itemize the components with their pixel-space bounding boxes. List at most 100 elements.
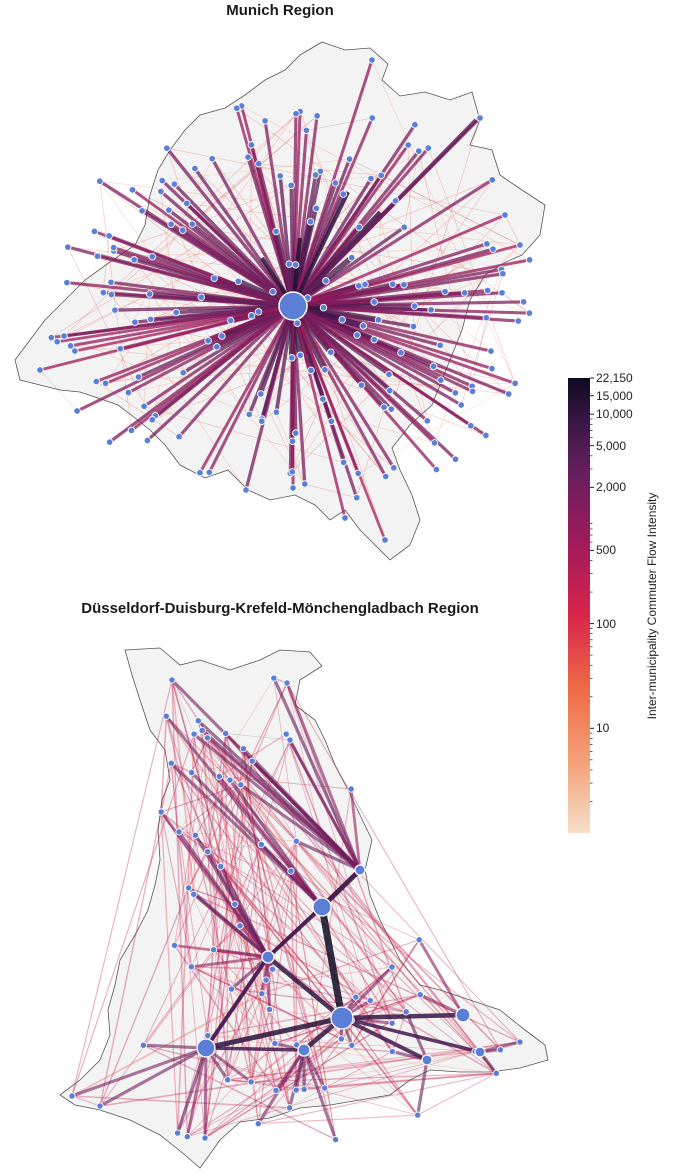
flow-line [417,1072,497,1116]
flow-line [218,775,497,1074]
flow-line [278,175,295,307]
flow-line [318,906,346,1019]
munich-map-title: Munich Region [226,2,334,19]
flow-line [241,105,530,261]
flow-line [143,293,150,407]
flow-line [291,305,387,541]
municipality-node [36,366,44,374]
municipality-node [302,126,311,135]
flow-line [201,729,407,1013]
municipality-node [245,410,254,419]
hub-node [297,1043,311,1057]
flow-line [504,214,521,246]
flow-line [349,158,521,246]
municipality-node [196,468,204,477]
municipality-node [157,187,165,196]
munich-nodes [36,56,534,544]
municipality-node [415,936,423,944]
municipality-node [386,386,394,395]
colorbar-title: Inter-municipality Commuter Flow Intensi… [645,492,659,720]
flow-line [257,841,297,1124]
flow-line [350,1020,419,1116]
colorbar-tick-label: 2,000 [596,480,627,495]
flow-line [220,866,352,1021]
flow-line [146,304,295,442]
municipality-node [134,373,143,381]
municipality-node [269,287,277,296]
municipality-node [68,1092,76,1100]
flow-line [227,1079,252,1083]
flow-line [96,369,325,382]
municipality-node [397,348,405,357]
municipality-node [416,991,424,999]
municipality-node [488,364,496,373]
municipality-node [283,679,291,687]
municipality-node [516,1038,524,1046]
flow-line [177,304,295,438]
colorbar-tick-label: 5,000 [596,438,627,453]
municipality-node [388,1047,396,1056]
municipality-node [168,676,176,684]
flow-line [304,483,357,499]
colorbar-tick-label: 10,000 [596,407,633,422]
municipality-node [213,343,221,351]
flow-line [286,682,501,1051]
municipality-node [414,1111,422,1119]
flow-line [292,213,506,308]
flow-line [291,123,417,307]
flow-line [291,118,478,308]
municipality-node [107,278,115,287]
municipality-node [218,332,226,340]
municipality-node [312,204,321,213]
flow-line [143,1043,207,1050]
flow-line [290,871,336,1140]
municipality-node [352,993,360,1001]
munich-hub-node [278,291,308,321]
flow-line [275,1072,497,1092]
municipality-node [157,808,165,816]
municipality-node [390,464,398,472]
municipality-node [111,306,119,314]
municipality-node [331,179,340,187]
municipality-node [124,388,133,397]
municipality-border [171,679,195,735]
municipality-node [501,211,509,219]
colorbar-tick-label: 10 [596,721,610,736]
municipality-node [204,1031,212,1040]
flow-line [178,831,393,968]
municipality-node [257,390,265,398]
flow-line [291,304,391,392]
flow-line [381,175,521,246]
flow-line [227,870,292,1080]
flow-line [349,788,362,871]
flow-line [187,1043,276,1137]
flow-line [95,304,294,383]
municipality-node [468,387,477,396]
flow-line [99,180,317,209]
municipality-node [380,403,388,411]
municipality-node [331,1135,340,1144]
hub-node [196,1038,216,1058]
municipality-node [173,1129,182,1137]
ddkm-map-title: Düsseldorf-Duisburg-Krefeld-Mönchengladb… [81,600,479,617]
municipality-node [248,757,256,765]
municipality-node [96,177,104,185]
flow-line [225,733,326,1089]
municipality-node [127,426,136,435]
flow-line [99,763,172,1107]
municipality-node [247,141,256,149]
municipality-node [175,432,183,441]
municipality-node [496,1046,505,1054]
flow-line [198,305,295,474]
flow-line [174,944,269,959]
municipality-node [66,342,75,350]
municipality-node [276,172,284,180]
municipality-node [187,768,196,777]
flow-line [170,678,362,872]
municipality-node [457,401,465,409]
municipality-node [184,884,193,892]
flow-line [247,111,301,158]
flow-line [194,834,270,958]
flow-line [227,1079,305,1090]
municipality-node [345,155,354,163]
